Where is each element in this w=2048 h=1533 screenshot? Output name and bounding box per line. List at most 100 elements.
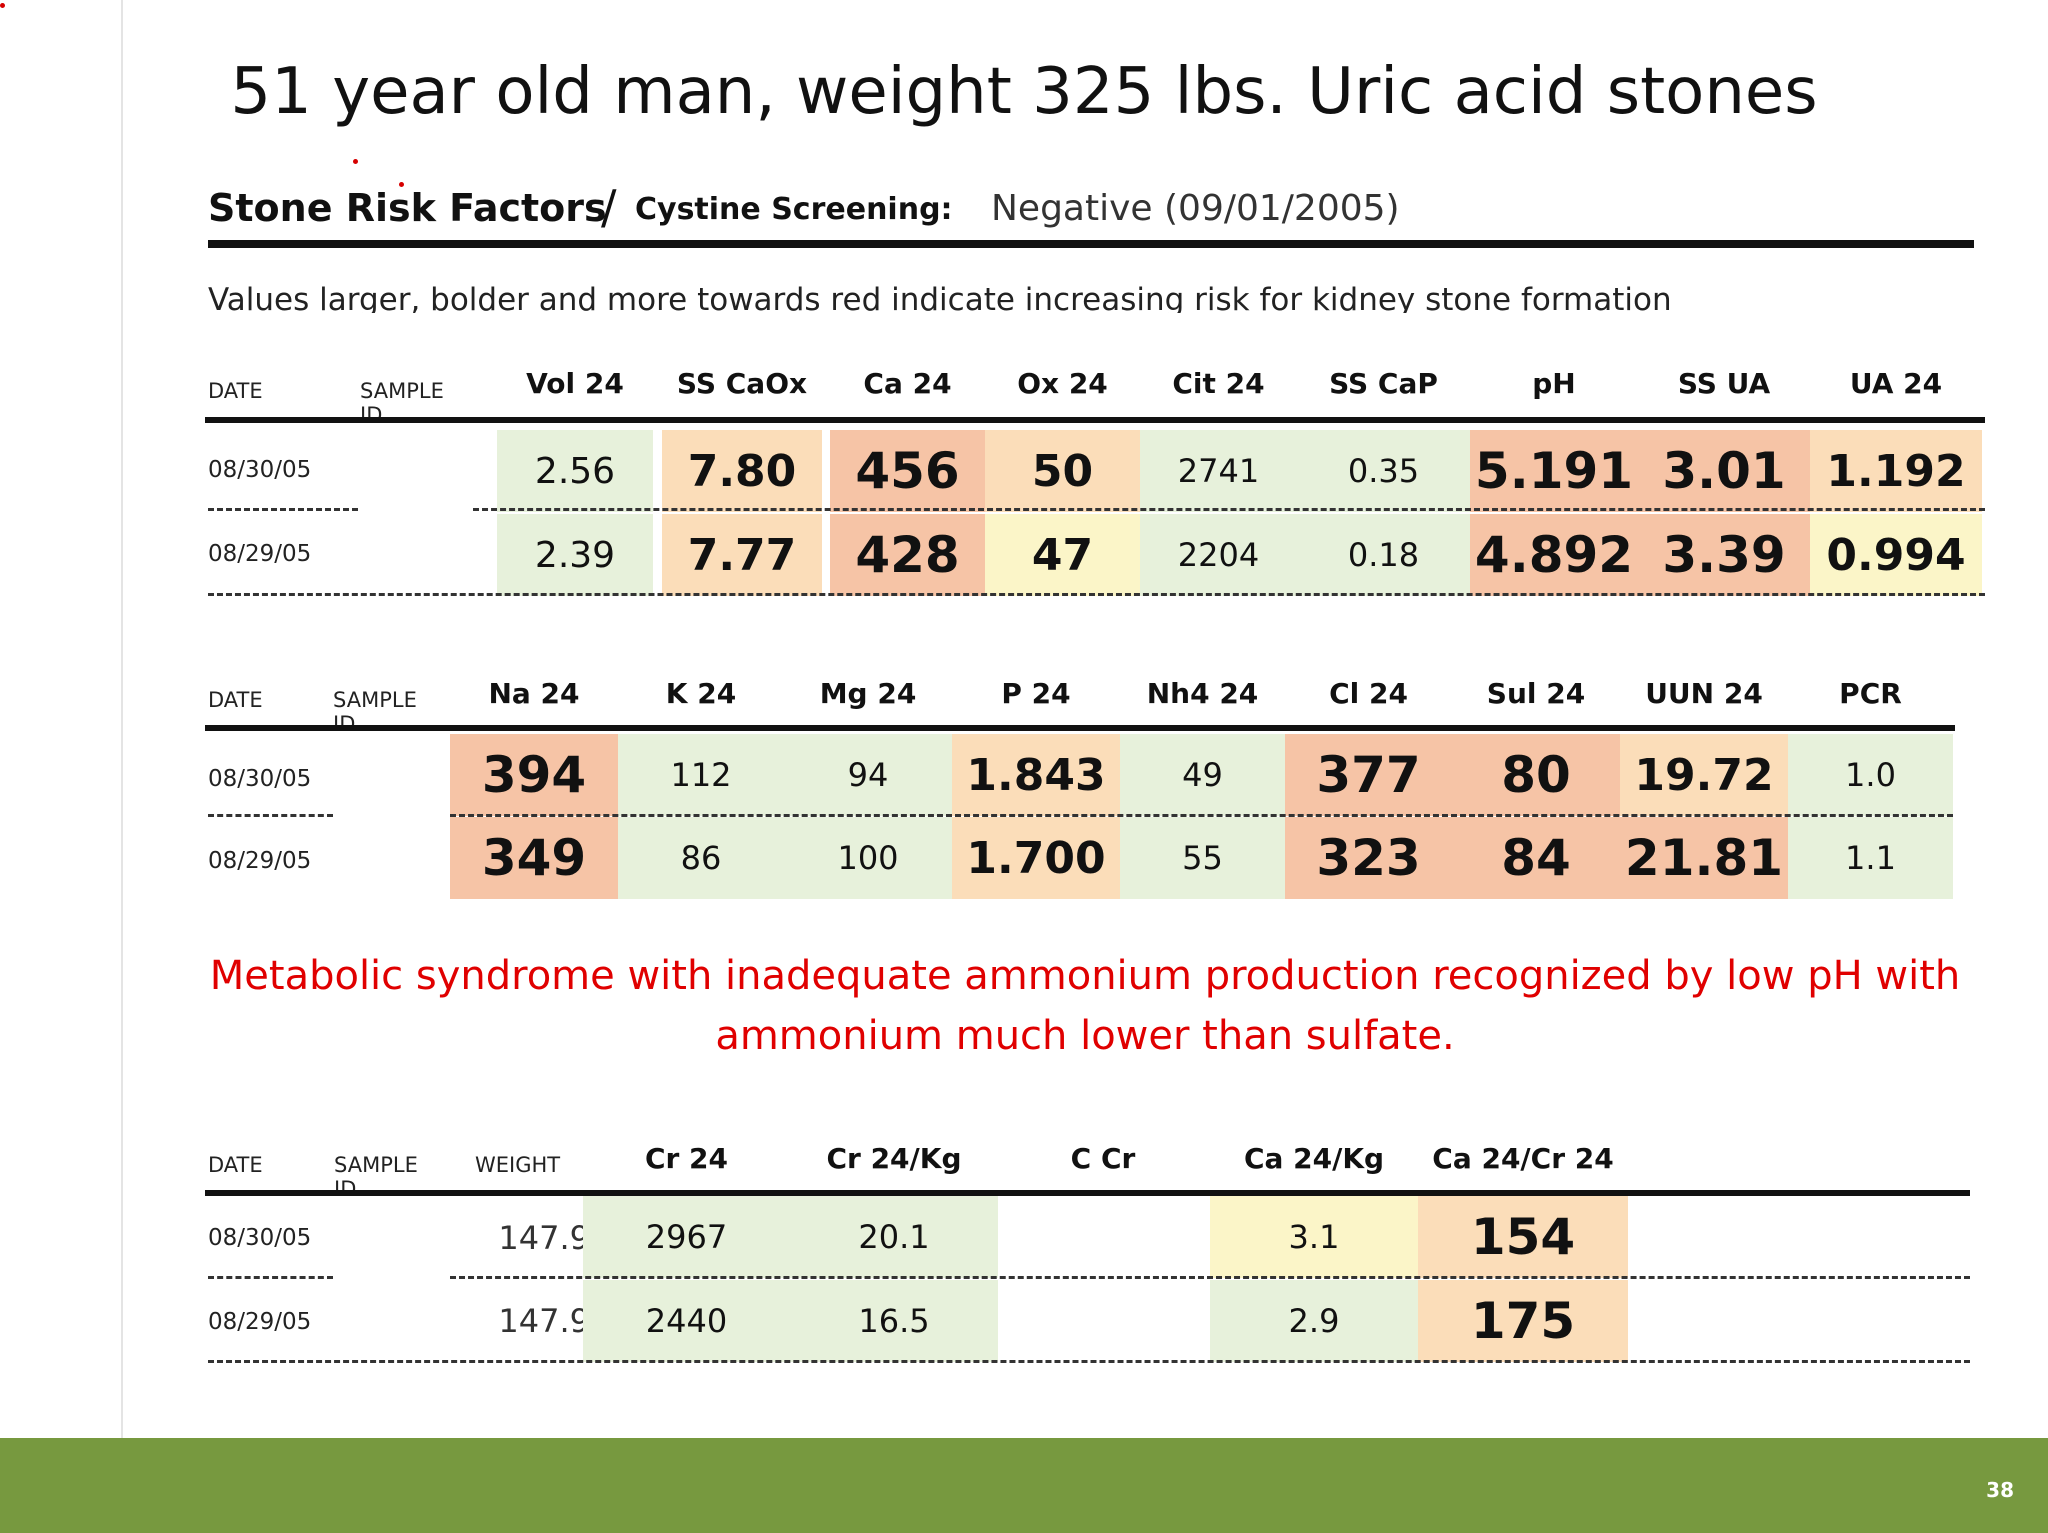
cystine-value: Negative (09/01/2005) [991,188,1400,229]
value-cell: 112 [618,734,784,816]
value-cell: 0.994 [1810,514,1982,596]
weight-header: WEIGHT [475,1153,561,1177]
value-cell: 3.39 [1638,514,1810,596]
row-date: 08/29/05 [208,541,312,567]
value-cell: 21.81 [1620,817,1788,899]
table-rule [205,1190,1970,1196]
col-header: C Cr [1070,1142,1136,1175]
col-header: SS CaOx [676,367,808,400]
value-cell: 2741 [1140,430,1297,512]
value-cell: 84 [1452,817,1620,899]
row-divider [473,508,1985,511]
value-cell: 175 [1418,1280,1628,1362]
value-cell: 1.1 [1788,817,1953,899]
row-date: 08/30/05 [208,1225,312,1251]
slide-left-border [121,0,123,1438]
row-divider [208,1276,333,1279]
col-header: Sul 24 [1486,677,1586,710]
value-cell: 2.56 [497,430,653,512]
value-cell: 20.1 [790,1196,998,1278]
value-cell: 19.72 [1620,734,1788,816]
sample-id-header: SAMPLE ID [360,379,444,427]
value-cell [998,1280,1208,1362]
table-rule [205,725,1955,731]
row-date: 08/29/05 [208,848,312,874]
risk-note: Values larger, bolder and more towards r… [208,282,1672,313]
value-cell: 49 [1120,734,1285,816]
col-header: Cr 24 [644,1142,729,1175]
value-cell: 323 [1285,817,1452,899]
value-cell: 100 [784,817,952,899]
value-cell: 1.700 [952,817,1120,899]
col-header: Cit 24 [1172,367,1265,400]
message-line-2: ammonium much lower than sulfate. [715,1013,1455,1059]
value-cell: 7.80 [662,430,822,512]
value-cell: 2967 [583,1196,790,1278]
value-cell: 1.843 [952,734,1120,816]
col-header: Ca 24 [863,367,952,400]
weight-cell: 147.9 [498,1302,590,1340]
value-cell: 456 [830,430,985,512]
value-cell: 2204 [1140,514,1297,596]
annotation-dot [353,159,358,164]
col-header: PCR [1839,677,1902,710]
value-cell: 1.0 [1788,734,1953,816]
col-header: UA 24 [1849,367,1943,400]
value-cell: 349 [450,817,618,899]
clinical-message: Metabolic syndrome with inadequate ammon… [160,946,2010,1066]
row-date: 08/30/05 [208,766,312,792]
row-divider [450,1276,1970,1279]
col-header: Ox 24 [1017,367,1108,400]
value-cell: 3.01 [1638,430,1810,512]
value-cell: 428 [830,514,985,596]
value-cell: 80 [1452,734,1620,816]
heading-slash: / [601,180,617,234]
value-cell: 154 [1418,1196,1628,1278]
value-cell: 2.9 [1210,1280,1418,1362]
row-divider [208,1360,1970,1363]
value-cell: 0.18 [1297,514,1470,596]
cystine-label: Cystine Screening: [635,192,953,227]
value-cell: 0.35 [1297,430,1470,512]
value-cell: 2440 [583,1280,790,1362]
col-header: Vol 24 [526,367,624,400]
value-cell: 394 [450,734,618,816]
value-cell: 47 [985,514,1140,596]
date-header: DATE [208,688,263,712]
value-cell: 94 [784,734,952,816]
message-line-1: Metabolic syndrome with inadequate ammon… [209,953,1961,999]
col-header: Cr 24/Kg [826,1142,962,1175]
col-header: Nh4 24 [1146,677,1259,710]
slide-footer: 38 [0,1438,2048,1533]
col-header: Ca 24/Cr 24 [1432,1142,1614,1175]
weight-cell: 147.9 [498,1219,590,1257]
value-cell: 7.77 [662,514,822,596]
value-cell: 86 [618,817,784,899]
value-cell: 55 [1120,817,1285,899]
value-cell: 4.892 [1470,514,1638,596]
table-rule [205,417,1985,423]
col-header: pH [1532,367,1576,400]
row-divider [208,814,333,817]
col-header: UUN 24 [1645,677,1763,710]
value-cell: 5.191 [1470,430,1638,512]
report-header: Stone Risk Factors / Cystine Screening: … [208,180,1972,242]
value-cell [998,1196,1208,1278]
annotation-dot [399,182,404,187]
row-divider [450,814,1953,817]
col-header: Ca 24/Kg [1243,1142,1385,1175]
value-cell: 377 [1285,734,1452,816]
value-cell: 16.5 [790,1280,998,1362]
col-header: SS UA [1677,367,1771,400]
value-cell: 1.192 [1810,430,1982,512]
report-heading: Stone Risk Factors [208,186,607,230]
page-number: 38 [1986,1478,2014,1502]
header-rule [208,240,1974,248]
col-header: Na 24 [488,677,580,710]
col-header: SS CaP [1329,367,1438,400]
row-divider [208,508,358,511]
col-header: P 24 [1001,677,1071,710]
slide-title: 51 year old man, weight 325 lbs. Uric ac… [230,55,1818,129]
row-date: 08/29/05 [208,1309,312,1335]
date-header: DATE [208,1153,263,1177]
